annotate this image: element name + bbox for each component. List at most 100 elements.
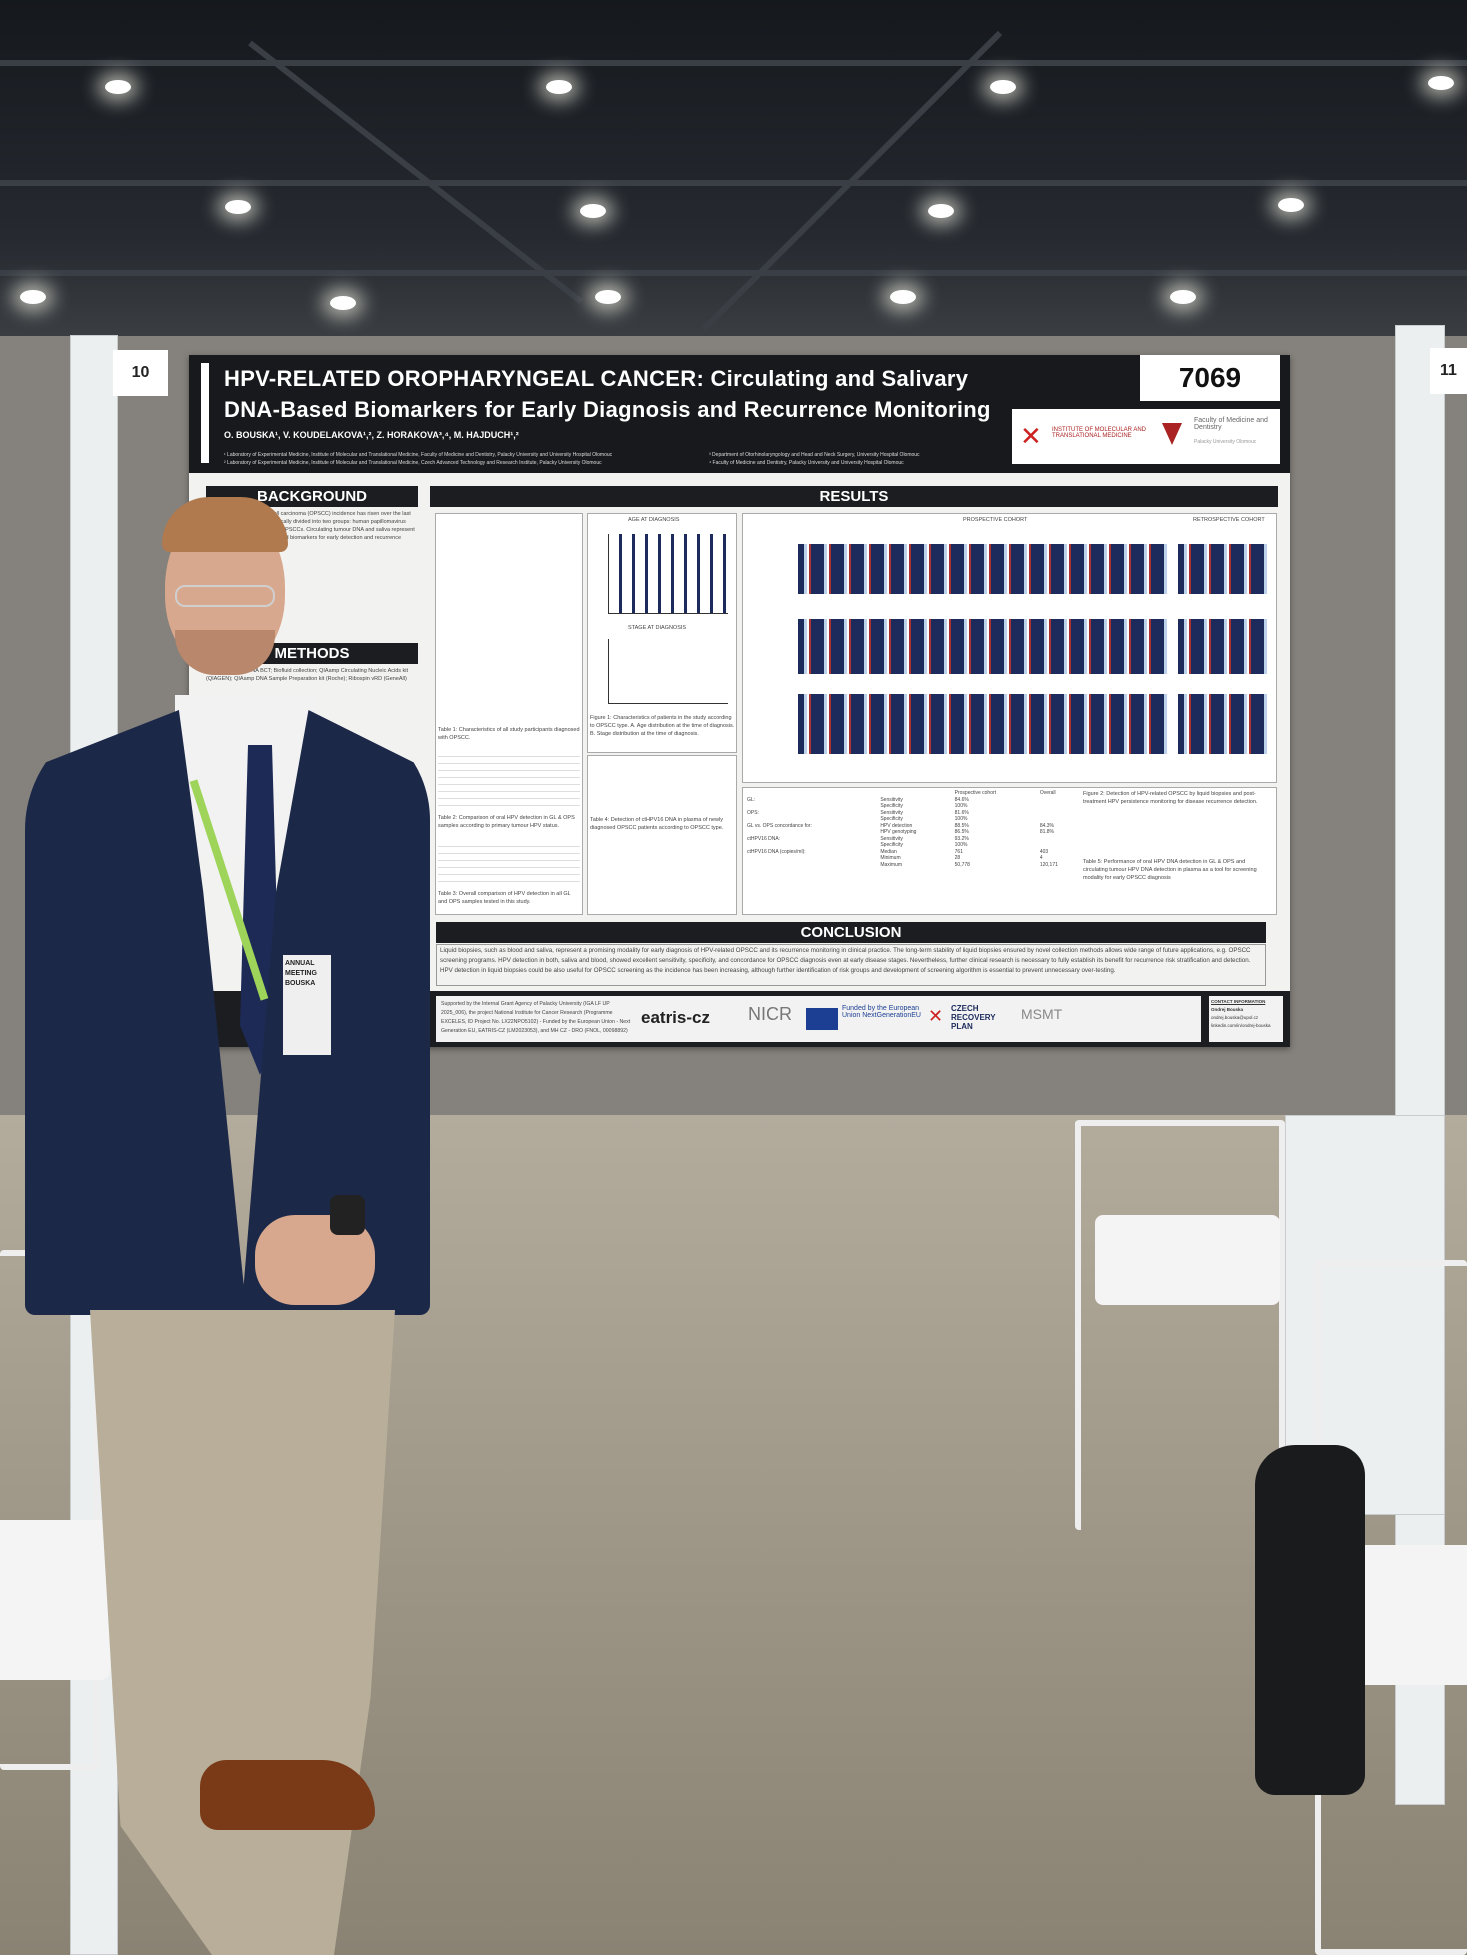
- badge-event: ANNUAL MEETING: [285, 960, 317, 977]
- figure-2-heatmap-panel: PROSPECTIVE COHORT RETROSPECTIVE COHORT: [742, 513, 1277, 783]
- table-cell: HPV genotyping: [880, 829, 917, 835]
- funding-text: Supported by the Internal Grant Agency o…: [441, 1001, 631, 1034]
- contact-name: Ondrej Bouska: [1211, 1007, 1244, 1012]
- glasses-icon: [175, 585, 275, 607]
- backpack: [1255, 1445, 1365, 1795]
- shoe: [200, 1760, 375, 1830]
- affiliation: ⁴ Faculty of Medicine and Dentistry, Pal…: [709, 460, 904, 466]
- ceiling-light: [928, 204, 954, 218]
- table-cell: 81.8%: [1039, 829, 1054, 835]
- section-conclusion: CONCLUSION: [436, 922, 1266, 943]
- ceiling-beam: [0, 180, 1467, 186]
- contact-linkedin[interactable]: linkedin.com/in/ondrej-bouska: [1211, 1023, 1271, 1028]
- table-cell: ctHPV16 DNA:: [747, 835, 781, 842]
- table-cell: 93.2%: [954, 835, 969, 842]
- table-2-caption: Table 2: Comparison of oral HPV detectio…: [438, 815, 575, 829]
- contact-heading: CONTACT INFORMATION: [1211, 999, 1266, 1004]
- table-cell: 403: [1039, 848, 1049, 855]
- table-4-panel: Table 4: Detection of ctHPV16 DNA in pla…: [587, 755, 737, 915]
- affiliation: ² Laboratory of Experimental Medicine, I…: [224, 460, 602, 466]
- beard: [175, 630, 275, 675]
- table-cell: HPV detection: [880, 822, 913, 829]
- faculty-logo-sub: Palacky University Olomouc: [1194, 439, 1257, 445]
- table-row: Specificity 100%: [747, 803, 1077, 810]
- affiliations-right: ³ Department of Otorhinolaryngology and …: [709, 451, 1009, 467]
- poster-title-line2: DNA-Based Biomarkers for Early Diagnosis…: [224, 397, 991, 422]
- imtm-logo-text: INSTITUTE OF MOLECULAR AND TRANSLATIONAL…: [1052, 427, 1147, 439]
- imtm-logo-icon: ✕: [1020, 421, 1042, 451]
- contact-box: CONTACT INFORMATION Ondrej Bouska ondrej…: [1209, 996, 1283, 1042]
- eatris-logo: eatris-cz: [641, 1008, 710, 1027]
- table-1-panel: Table 1: Characteristics of all study pa…: [435, 513, 583, 915]
- table-cell: GL:: [747, 796, 756, 803]
- table-cell: ctHPV16 DNA (copies/ml):: [747, 848, 806, 855]
- table-row: Specificity 100%: [747, 842, 1077, 849]
- table-row: GL: Sensitivity 84.6%: [747, 797, 1077, 804]
- table-cell: Maximum: [880, 861, 902, 868]
- gl-heatmap: [798, 619, 1168, 674]
- header-bar: [201, 363, 209, 463]
- table-3-caption: Table 3: Overall comparison of HPV detec…: [438, 891, 571, 905]
- table-row: GL vs. OPS concordance for: HPV detection…: [747, 823, 1077, 830]
- retrospective-label: RETROSPECTIVE COHORT: [1193, 517, 1265, 523]
- methods-text: Streck Cell-Free DNA BCT; Biofluid colle…: [206, 668, 409, 682]
- gl-heatmap-retro: [1178, 619, 1268, 674]
- ceiling-light: [595, 290, 621, 304]
- figure-caption: Figure 2: Detection of HPV-related OPSCC…: [1083, 791, 1258, 805]
- table-cell: 120,171: [1039, 861, 1058, 868]
- performance-table: Prospective cohort Overall GL: Sensitivity…: [747, 790, 1077, 868]
- table-5-panel: Prospective cohort Overall GL: Sensitivity…: [742, 787, 1277, 915]
- board-number-right: 11: [1430, 348, 1467, 394]
- age-bar-chart: [608, 534, 728, 614]
- ceiling-light: [890, 290, 916, 304]
- conclusion-text: Liquid biopsies, such as blood and saliv…: [436, 944, 1266, 986]
- plasma-heatmap: [798, 544, 1168, 594]
- table-caption: Table 4: Detection of ctHPV16 DNA in pla…: [590, 817, 724, 831]
- ceiling-light: [546, 80, 572, 94]
- table-cell: 28: [954, 855, 961, 861]
- institution-logos: ✕ INSTITUTE OF MOLECULAR AND TRANSLATION…: [1012, 409, 1280, 464]
- contact-email[interactable]: ondrej.bouska@upol.cz: [1211, 1015, 1259, 1020]
- stage-chart-title: STAGE AT DIAGNOSIS: [628, 625, 687, 631]
- board-number-left: 10: [113, 350, 168, 396]
- ceiling-light: [1278, 198, 1304, 212]
- czech-recovery-logo: CZECH RECOVERY PLAN: [951, 1004, 996, 1031]
- ceiling-light: [1170, 290, 1196, 304]
- poster-header: HPV-RELATED OROPHARYNGEAL CANCER: Circul…: [189, 355, 1290, 473]
- table-cell: [747, 862, 880, 869]
- ceiling-light: [225, 200, 251, 214]
- table-cell: Sensitivity: [880, 835, 903, 842]
- ceiling-beam: [0, 270, 1467, 276]
- table-row: ctHPV16 DNA: Sensitivity 93.2%: [747, 836, 1077, 843]
- faculty-logo-text: Faculty of Medicine and Dentistry: [1194, 417, 1268, 431]
- plasma-heatmap-retro: [1178, 544, 1268, 594]
- nicr-logo: NICR: [748, 1004, 792, 1024]
- name-badge: ANNUAL MEETING BOUSKA: [283, 955, 331, 1055]
- eu-flag-icon: [806, 1008, 838, 1030]
- table-cell: 761: [954, 848, 963, 855]
- age-chart-title: AGE AT DIAGNOSIS: [628, 517, 680, 523]
- table-1-caption: Table 1: Characteristics of all study pa…: [438, 727, 580, 741]
- trousers: [90, 1310, 395, 1955]
- ceiling-beam: [0, 60, 1467, 66]
- eu-funding-logo: Funded by the European Union NextGenerat…: [842, 1005, 921, 1019]
- table-cell: 100%: [954, 816, 968, 822]
- table-caption: Table 5: Performance of oral HPV DNA det…: [1083, 859, 1257, 881]
- table-cell: 84.3%: [1039, 822, 1054, 829]
- ceiling-light: [990, 80, 1016, 94]
- figure-caption: Figure 1: Characteristics of patients in…: [590, 715, 735, 737]
- badge-name: BOUSKA: [285, 980, 316, 987]
- ceiling: [0, 0, 1467, 340]
- table-row: Minimum 28 4: [747, 855, 1077, 862]
- poster: HPV-RELATED OROPHARYNGEAL CANCER: Circul…: [189, 355, 1290, 1047]
- table-cell: OPS:: [747, 809, 759, 816]
- ceiling-light: [330, 296, 356, 310]
- table-cell: 100%: [954, 803, 968, 809]
- chair-seat: [0, 1520, 110, 1680]
- chair-seat: [1095, 1215, 1280, 1305]
- folding-chair: [1075, 1120, 1285, 1530]
- affiliation: ¹ Laboratory of Experimental Medicine, I…: [224, 452, 613, 458]
- table-row: Maximum 50,778 120,171: [747, 862, 1077, 869]
- recovery-plan-icon: ✕: [928, 1006, 944, 1026]
- faculty-shield-icon: [1162, 423, 1182, 445]
